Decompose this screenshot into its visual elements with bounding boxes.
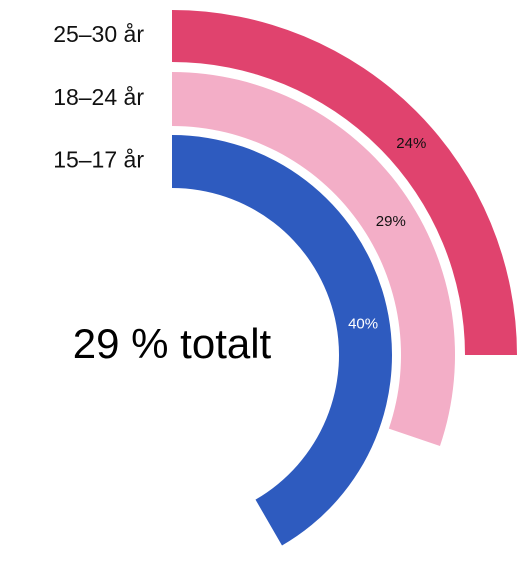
value-label: 40%	[348, 316, 378, 333]
category-label: 25–30 år	[53, 21, 144, 47]
value-label: 24%	[396, 135, 426, 152]
value-label: 29%	[376, 213, 406, 230]
total-annotation: 29 % totalt	[73, 320, 272, 367]
arc-bar	[172, 135, 392, 546]
arc-bar	[172, 72, 456, 446]
category-label: 18–24 år	[53, 84, 144, 110]
arc-bar	[172, 10, 517, 355]
category-label: 15–17 år	[53, 147, 144, 173]
